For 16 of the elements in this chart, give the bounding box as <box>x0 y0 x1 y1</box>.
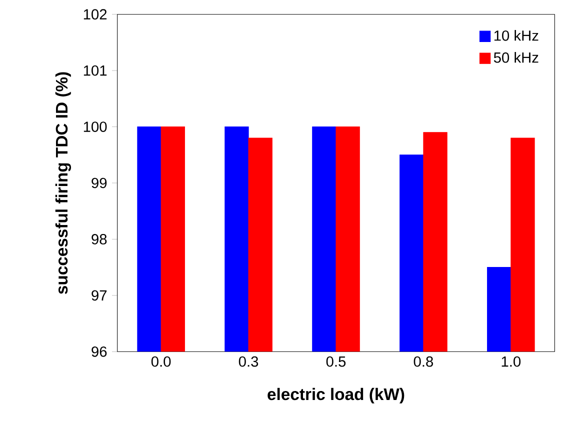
x-tick-label: 0.3 <box>238 356 258 367</box>
y-tick-label: 100 <box>84 122 107 132</box>
x-tick-label: 1.0 <box>502 356 521 367</box>
x-tick-label: 0.5 <box>326 356 346 367</box>
x-tick-label: 0.8 <box>414 356 434 367</box>
y-axis-title: successful firing TDC ID (%) <box>55 72 72 294</box>
x-tick-label: 0.0 <box>151 356 171 367</box>
y-tick-label: 102 <box>84 9 107 20</box>
y-tick-label: 101 <box>84 65 107 76</box>
x-axis-title: electric load (kW) <box>268 388 404 404</box>
legend-label: 10 kHz <box>494 30 538 41</box>
y-tick-label: 98 <box>92 234 107 244</box>
legend-label: 50 kHz <box>494 52 538 63</box>
y-tick-label: 97 <box>92 290 107 301</box>
y-tick-label: 96 <box>92 346 107 357</box>
y-tick-label: 99 <box>92 178 107 188</box>
